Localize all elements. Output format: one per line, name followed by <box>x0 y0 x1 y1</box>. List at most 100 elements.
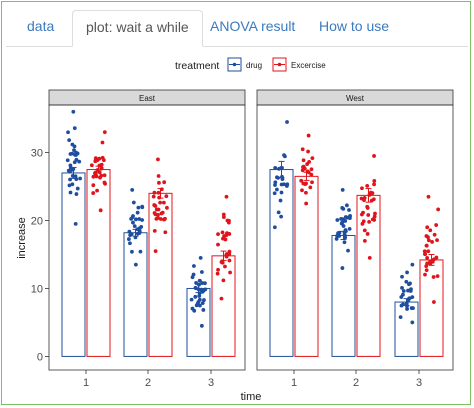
data-point <box>67 183 72 188</box>
bar <box>123 232 148 357</box>
data-point <box>227 249 232 254</box>
data-point <box>98 208 103 213</box>
data-point <box>161 200 166 205</box>
data-point <box>428 228 433 233</box>
data-point <box>196 287 201 292</box>
data-point <box>102 180 107 185</box>
data-point <box>285 182 290 187</box>
data-point <box>370 217 375 222</box>
data-point <box>78 176 83 181</box>
data-point <box>400 274 404 279</box>
data-point <box>133 262 138 267</box>
data-point <box>193 285 198 290</box>
data-point <box>426 238 431 243</box>
data-point <box>71 109 76 114</box>
data-point <box>310 156 315 161</box>
data-point <box>216 232 220 237</box>
data-point <box>135 210 140 215</box>
data-point <box>435 274 440 279</box>
bar <box>269 169 294 357</box>
data-point <box>198 278 202 283</box>
data-point <box>66 130 70 135</box>
data-point <box>409 306 414 310</box>
data-point <box>132 224 137 229</box>
data-point <box>362 239 367 243</box>
data-point <box>304 201 309 206</box>
data-point <box>309 167 314 172</box>
data-point <box>339 216 343 221</box>
data-point <box>140 205 145 210</box>
data-point <box>199 270 204 274</box>
data-point <box>95 188 99 193</box>
data-point <box>370 191 375 196</box>
data-point <box>130 215 135 220</box>
data-point <box>405 270 409 275</box>
data-point <box>94 174 99 179</box>
data-point <box>130 188 135 192</box>
data-point <box>101 158 106 163</box>
y-tick-label: 20 <box>31 216 43 228</box>
x-tick-label: 2 <box>145 377 151 389</box>
data-point <box>365 232 370 236</box>
data-point <box>436 207 441 212</box>
data-point <box>70 173 75 178</box>
tab-plot[interactable]: plot: wait a while <box>72 10 203 47</box>
data-point <box>152 190 157 195</box>
data-point <box>278 198 283 203</box>
data-point <box>342 240 347 245</box>
data-point <box>197 303 202 308</box>
data-point <box>228 270 232 275</box>
data-point <box>162 217 166 222</box>
data-point <box>65 158 70 163</box>
data-point <box>139 224 144 229</box>
data-point <box>227 232 232 236</box>
data-point <box>367 255 372 260</box>
data-point <box>93 156 98 160</box>
x-tick-label: 2 <box>353 377 359 389</box>
data-point <box>220 259 224 264</box>
data-point <box>423 252 427 257</box>
data-point <box>407 296 412 301</box>
data-point <box>157 195 162 200</box>
data-point <box>273 165 278 170</box>
data-point <box>223 264 227 269</box>
data-point <box>219 296 224 301</box>
data-point <box>67 138 72 143</box>
data-point <box>361 219 366 224</box>
data-point <box>345 215 350 220</box>
data-point <box>360 186 364 191</box>
data-point <box>224 252 229 256</box>
data-point <box>431 300 436 304</box>
data-point <box>75 186 80 191</box>
data-point <box>220 230 225 235</box>
data-point <box>279 182 284 187</box>
data-point <box>423 272 427 277</box>
data-point <box>346 248 350 253</box>
data-point <box>344 203 349 208</box>
data-point <box>135 227 140 232</box>
data-point <box>159 211 164 216</box>
data-point <box>163 230 168 235</box>
data-point <box>334 237 339 241</box>
bar <box>331 234 356 357</box>
data-point <box>130 249 134 254</box>
data-point <box>222 234 227 238</box>
data-point <box>406 288 410 293</box>
data-point <box>341 206 346 211</box>
data-point <box>73 174 78 179</box>
data-point <box>102 130 107 135</box>
tab-how-to-use[interactable]: How to use <box>319 18 390 34</box>
y-tick-label: 0 <box>37 351 43 363</box>
data-point <box>340 188 345 192</box>
data-point <box>401 292 405 297</box>
data-point <box>306 133 311 138</box>
data-point <box>279 214 284 219</box>
tab-anova-result[interactable]: ANOVA result <box>210 18 296 34</box>
bar <box>86 169 111 357</box>
data-point <box>194 280 199 285</box>
tab-data[interactable]: data <box>27 18 55 34</box>
data-point <box>72 148 76 152</box>
data-point <box>343 235 348 240</box>
data-point <box>197 282 201 287</box>
